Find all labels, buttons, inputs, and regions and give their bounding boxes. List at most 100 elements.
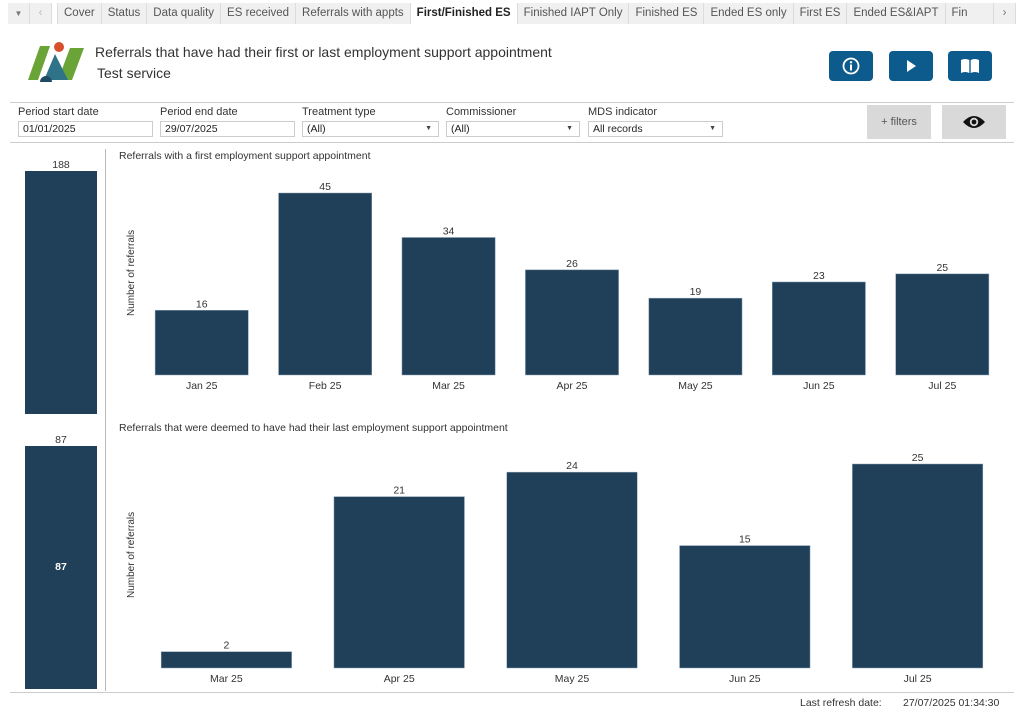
bar-jun-25[interactable] xyxy=(772,281,866,376)
period-end-value: 29/07/2025 xyxy=(165,123,218,135)
treatment-type-select[interactable]: (All) ▼ xyxy=(302,121,439,137)
info-button[interactable] xyxy=(829,51,873,81)
tab-fin[interactable]: Fin xyxy=(945,3,994,24)
sheet-tab-strip: ▼ ‹ Cover Status Data quality ES received Re… xyxy=(8,3,1016,24)
x-tick-label: May 25 xyxy=(555,673,590,685)
tab-data-quality[interactable]: Data quality xyxy=(147,3,222,24)
bar-value-label: 45 xyxy=(319,181,331,193)
x-tick-label: May 25 xyxy=(678,380,713,392)
x-tick-label: Mar 25 xyxy=(432,380,465,392)
bar-feb-25[interactable] xyxy=(278,192,372,376)
bar-may-25[interactable] xyxy=(506,471,638,669)
refresh-label: Last refresh date: xyxy=(800,697,882,709)
bar-value-label: 26 xyxy=(566,258,578,270)
last-total-label: 87 xyxy=(55,434,67,446)
period-start-label: Period start date xyxy=(18,106,99,118)
chart1-first-appointments: 16 Jan 25 45 Feb 25 34 Mar 25 26 Apr 25 19 May 25… xyxy=(154,181,990,392)
x-tick-label: Jul 25 xyxy=(928,380,956,392)
mds-indicator-select[interactable]: All records ▼ xyxy=(588,121,723,137)
x-tick-label: Apr 25 xyxy=(384,673,415,685)
bar-value-label: 2 xyxy=(223,640,229,652)
logo-center-shape xyxy=(44,54,68,80)
chart1-title: Referrals with a first employment suppor… xyxy=(119,150,371,162)
service-logo xyxy=(28,42,84,82)
bar-value-label: 24 xyxy=(566,460,578,472)
logo-left-shape xyxy=(28,46,50,80)
dropdown-arrow-icon: ▼ xyxy=(425,125,432,132)
tab-finished-iapt-only[interactable]: Finished IAPT Only xyxy=(517,3,630,24)
bar-jul-25[interactable] xyxy=(852,463,984,669)
bar-value-label: 25 xyxy=(912,452,924,464)
play-icon xyxy=(907,60,916,72)
commissioner-filter: Commissioner (All) ▼ xyxy=(446,105,580,137)
bar-mar-25[interactable] xyxy=(401,237,496,376)
tab-spacer xyxy=(52,3,58,24)
logo-dot xyxy=(54,42,64,52)
treatment-type-filter: Treatment type (All) ▼ xyxy=(302,105,439,137)
logo-right-shape xyxy=(58,48,84,80)
bar-value-label: 15 xyxy=(739,534,751,546)
x-tick-label: Jun 25 xyxy=(803,380,835,392)
x-tick-label: Feb 25 xyxy=(309,380,342,392)
tab-es-received[interactable]: ES received xyxy=(221,3,297,24)
more-filters-label: + filters xyxy=(881,116,917,128)
dropdown-arrow-icon: ▼ xyxy=(566,125,573,132)
tab-prev-button[interactable]: ‹ xyxy=(30,3,52,24)
bar-apr-25[interactable] xyxy=(333,496,465,669)
period-start-input[interactable]: 01/01/2025 xyxy=(18,121,153,137)
chevron-right-icon: › xyxy=(1002,7,1007,19)
bar-value-label: 16 xyxy=(196,298,208,310)
bar-may-25[interactable] xyxy=(648,297,743,376)
treatment-type-value: (All) xyxy=(307,123,326,135)
chart1-ylabel: Number of referrals xyxy=(126,229,137,316)
x-tick-label: Mar 25 xyxy=(210,673,243,685)
more-filters-button[interactable]: + filters xyxy=(867,105,931,139)
bar-value-label: 21 xyxy=(393,485,405,497)
mds-indicator-filter: MDS indicator All records ▼ xyxy=(588,105,723,137)
bar-value-label: 23 xyxy=(813,270,825,282)
dropdown-arrow-icon: ▼ xyxy=(709,125,716,132)
commissioner-select[interactable]: (All) ▼ xyxy=(446,121,580,137)
tab-ended-es-only[interactable]: Ended ES only xyxy=(704,3,794,24)
period-start-filter: Period start date 01/01/2025 xyxy=(18,105,153,137)
chevron-left-icon: ‹ xyxy=(38,7,43,19)
page-subtitle: Test service xyxy=(97,65,171,81)
period-end-input[interactable]: 29/07/2025 xyxy=(160,121,295,137)
x-tick-label: Apr 25 xyxy=(557,380,588,392)
guide-button[interactable] xyxy=(948,51,992,81)
tab-referrals-with-appts[interactable]: Referrals with appts xyxy=(296,3,411,24)
tab-next-button[interactable]: › xyxy=(994,3,1016,24)
tab-status[interactable]: Status xyxy=(101,3,148,24)
first-total-bar xyxy=(25,171,97,414)
footer-divider xyxy=(10,692,1014,693)
bar-jun-25[interactable] xyxy=(679,545,811,669)
tab-ended-es-iapt[interactable]: Ended ES&IAPT xyxy=(847,3,946,24)
commissioner-label: Commissioner xyxy=(446,106,517,118)
tab-first-finished-es[interactable]: First/Finished ES xyxy=(410,3,518,24)
period-start-value: 01/01/2025 xyxy=(23,123,76,135)
play-button[interactable] xyxy=(889,51,933,81)
tab-cover[interactable]: Cover xyxy=(58,3,102,24)
bar-value-label: 19 xyxy=(690,286,702,298)
logo-base xyxy=(40,76,52,82)
bar-jan-25[interactable] xyxy=(154,310,249,376)
treatment-type-label: Treatment type xyxy=(302,106,376,118)
tab-menu-button[interactable]: ▼ xyxy=(8,3,30,24)
totals-panel: 188 87 87 xyxy=(25,159,97,689)
tab-finished-es[interactable]: Finished ES xyxy=(629,3,705,24)
mds-indicator-value: All records xyxy=(593,123,643,135)
bar-mar-25[interactable] xyxy=(160,651,292,669)
mds-indicator-label: MDS indicator xyxy=(588,106,658,118)
period-end-filter: Period end date 29/07/2025 xyxy=(160,105,295,137)
dropdown-caret-icon: ▼ xyxy=(14,9,23,18)
panel-divider xyxy=(105,149,106,691)
tab-first-es[interactable]: First ES xyxy=(793,3,848,24)
refresh-value: 27/07/2025 01:34:30 xyxy=(903,697,1000,709)
bar-apr-25[interactable] xyxy=(525,269,619,376)
commissioner-value: (All) xyxy=(451,123,470,135)
toggle-view-button[interactable] xyxy=(942,105,1006,139)
x-tick-label: Jan 25 xyxy=(186,380,218,392)
filter-bar: Period start date 01/01/2025 Period end … xyxy=(10,102,1014,143)
bar-jul-25[interactable] xyxy=(895,273,990,376)
chart2-last-appointments: 2 Mar 25 21 Apr 25 24 May 25 15 Jun 25 25 Jul 25 xyxy=(160,452,984,685)
